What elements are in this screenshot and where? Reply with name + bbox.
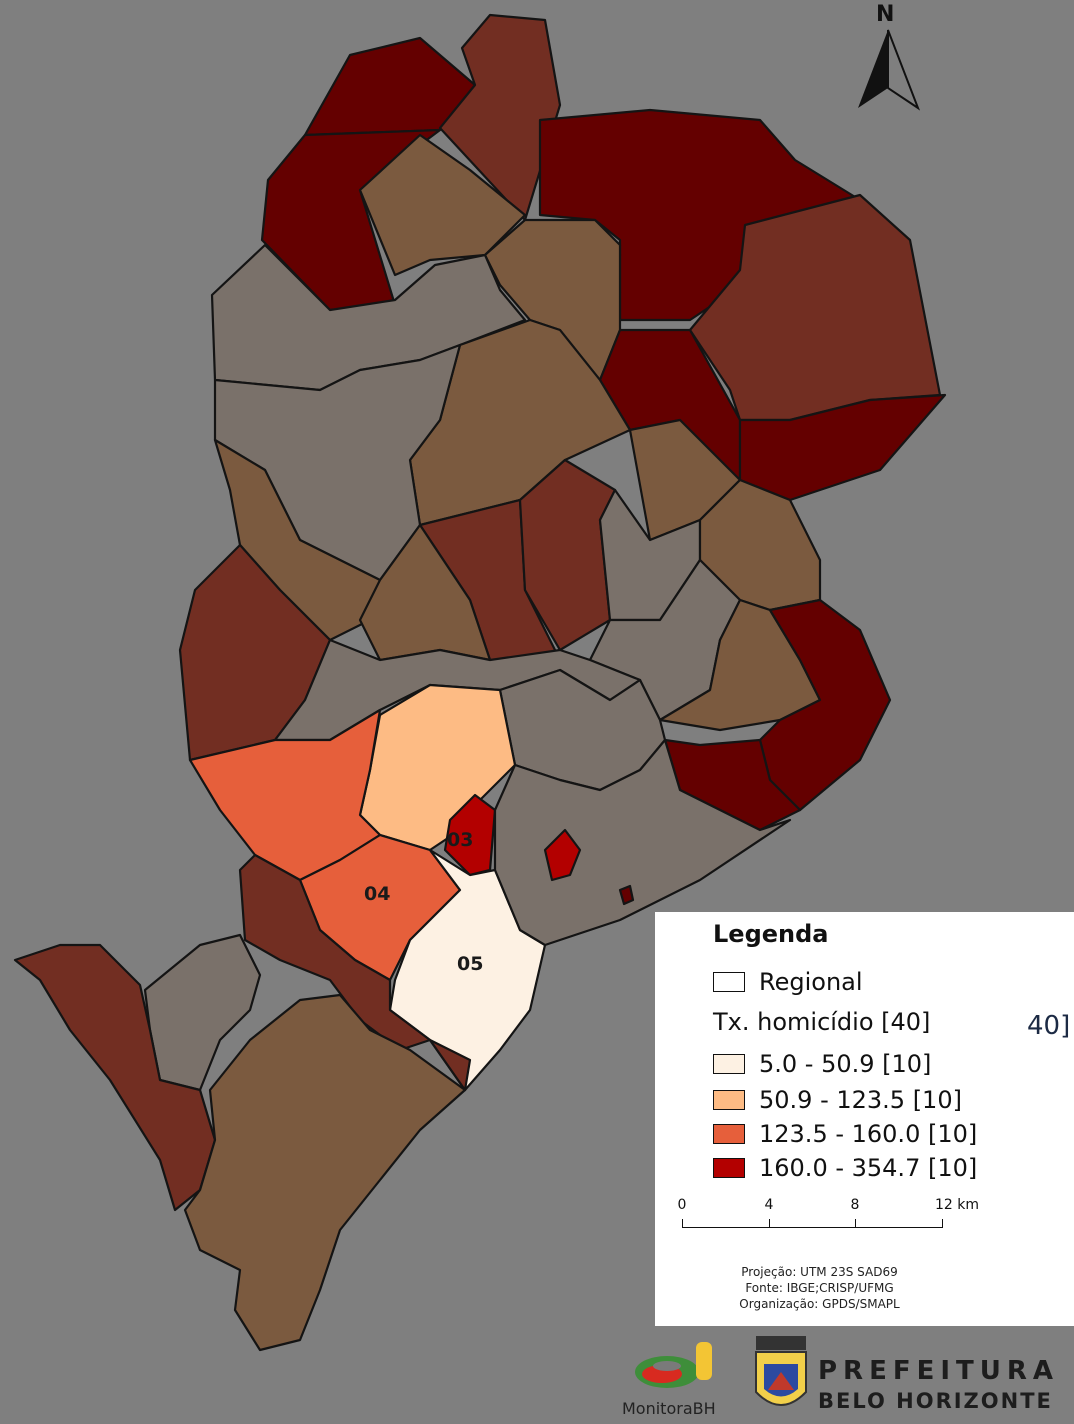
monitora-logo-text: MonitoraBH bbox=[622, 1399, 716, 1418]
scale-tick-label: 0 bbox=[677, 1197, 687, 1213]
monitora-logo-icon bbox=[635, 1342, 712, 1388]
legend-panel: Legenda Regional Tx. homicídio [40] 5.0 … bbox=[655, 912, 1074, 1326]
scale-tick-label: 4 bbox=[764, 1197, 774, 1213]
district-se-grey bbox=[493, 738, 792, 947]
legend-class-row: 50.9 - 123.5 [10] bbox=[713, 1086, 962, 1114]
credit-organization: Organização: GPDS/SMAPL bbox=[739, 1297, 900, 1311]
region-label-04: 04 bbox=[364, 883, 390, 905]
legend-cut-fragment: 40] bbox=[1027, 1011, 1071, 1041]
scale-tick bbox=[682, 1219, 683, 1228]
scale-tick bbox=[942, 1219, 943, 1228]
pbh-logo-text: PREFEITURA BELO HORIZONTE bbox=[818, 1356, 1059, 1416]
legend-title: Legenda bbox=[713, 920, 829, 948]
district-w-brown bbox=[213, 438, 382, 642]
scale-line bbox=[682, 1227, 942, 1228]
scale-tick bbox=[855, 1219, 856, 1228]
legend-class-label: 5.0 - 50.9 [10] bbox=[759, 1050, 932, 1078]
map-credits: Projeção: UTM 23S SAD69 Fonte: IBGE;CRIS… bbox=[655, 1264, 1074, 1312]
legend-field-row: Tx. homicídio [40] bbox=[713, 1008, 930, 1036]
legend-class-row: 123.5 - 160.0 [10] bbox=[713, 1120, 977, 1148]
region-label-05: 05 bbox=[457, 953, 483, 975]
island-1 bbox=[543, 828, 582, 882]
legend-regional-label: Regional bbox=[759, 968, 863, 996]
legend-swatch bbox=[713, 1124, 745, 1144]
legend-class-row: 160.0 - 354.7 [10] bbox=[713, 1154, 977, 1182]
scale-tick bbox=[769, 1219, 770, 1228]
credit-projection: Projeção: UTM 23S SAD69 bbox=[741, 1265, 898, 1279]
legend-swatch bbox=[713, 1090, 745, 1110]
district-n-mid bbox=[358, 133, 527, 277]
north-arrow-icon bbox=[858, 29, 921, 111]
legend-class-label: 123.5 - 160.0 [10] bbox=[759, 1120, 978, 1148]
district-04-orange bbox=[188, 708, 382, 882]
legend-swatch bbox=[713, 1054, 745, 1074]
island-2 bbox=[618, 884, 635, 906]
scale-tick-label: 12 km bbox=[934, 1197, 980, 1213]
legend-class-label: 50.9 - 123.5 [10] bbox=[759, 1086, 962, 1114]
legend-regional-row: Regional bbox=[713, 968, 863, 996]
scale-bar: 0 4 8 12 km bbox=[677, 1197, 979, 1257]
legend-swatch bbox=[713, 1158, 745, 1178]
region-label-03: 03 bbox=[447, 829, 473, 851]
district-s-brown-big bbox=[183, 993, 467, 1352]
pbh-logo-line2: BELO HORIZONTE bbox=[818, 1389, 1053, 1413]
legend-swatch-regional bbox=[713, 972, 745, 992]
scale-tick-label: 8 bbox=[850, 1197, 860, 1213]
north-label: N bbox=[876, 2, 895, 27]
legend-field-label: Tx. homicídio [40] bbox=[713, 1008, 931, 1036]
legend-class-label: 160.0 - 354.7 [10] bbox=[759, 1154, 978, 1182]
pbh-logo-line1: PREFEITURA bbox=[818, 1356, 1060, 1386]
pbh-seal-icon bbox=[752, 1334, 810, 1420]
legend-class-row: 5.0 - 50.9 [10] bbox=[713, 1050, 931, 1078]
monitora-bh-logo: MonitoraBH bbox=[622, 1336, 742, 1420]
credit-source: Fonte: IBGE;CRISP/UFMG bbox=[745, 1281, 894, 1295]
